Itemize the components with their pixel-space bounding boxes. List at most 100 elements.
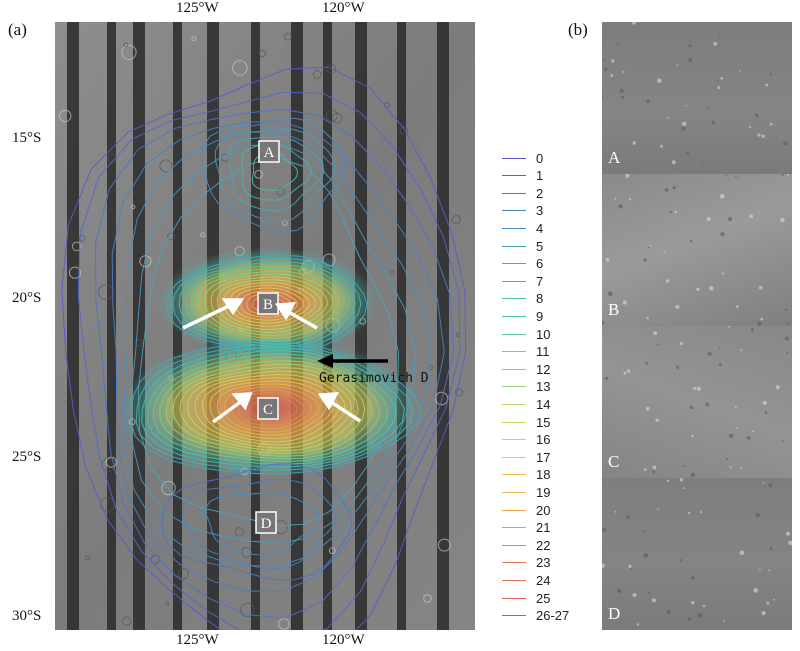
region-label-a: A — [264, 145, 275, 161]
surface-speckle — [669, 210, 672, 214]
surface-speckle — [760, 317, 764, 321]
surface-speckle — [643, 530, 646, 533]
surface-speckle — [671, 160, 676, 165]
contour-line — [161, 463, 353, 581]
surface-speckle — [689, 239, 693, 243]
crater — [232, 60, 248, 76]
surface-speckle — [648, 246, 650, 249]
contour-line — [130, 341, 422, 475]
legend-swatch — [502, 210, 526, 212]
legend-swatch — [502, 439, 526, 441]
region-box-a: A — [258, 140, 280, 163]
arrow-b-left-head — [221, 298, 245, 316]
surface-speckle — [618, 204, 623, 209]
surface-speckle — [720, 232, 725, 237]
surface-speckle — [602, 320, 605, 325]
contour-line — [204, 273, 334, 337]
legend-label: 5 — [536, 238, 544, 254]
surface-speckle — [729, 466, 732, 469]
crater — [139, 255, 152, 268]
surface-speckle — [749, 126, 752, 129]
crater — [437, 538, 451, 552]
surface-speckle — [734, 175, 737, 178]
legend-swatch — [502, 351, 526, 353]
surface-speckle — [603, 67, 608, 71]
legend-item: 15 — [502, 414, 551, 430]
legend-item: 17 — [502, 450, 550, 465]
contour-line — [216, 279, 323, 330]
contour-map: A B C D Gerasimovich D — [55, 22, 475, 630]
surface-speckle — [672, 186, 676, 190]
legend-label: 21 — [536, 520, 551, 536]
surface-speckle — [682, 487, 685, 490]
contour-line — [228, 136, 325, 212]
surface-speckle — [718, 346, 721, 349]
contour-line — [204, 492, 320, 556]
surface-speckle — [602, 563, 605, 568]
legend-swatch — [502, 509, 526, 511]
contour-line — [178, 261, 356, 348]
surface-speckle — [622, 70, 625, 73]
lat-tick-30s: 30°S — [12, 608, 42, 624]
surface-speckle — [696, 386, 701, 391]
legend-swatch — [502, 298, 526, 300]
surface-speckle — [646, 99, 650, 104]
surface-speckle — [663, 250, 666, 253]
surface-speckle — [643, 258, 647, 262]
surface-speckle — [717, 79, 719, 82]
surface-speckle — [626, 369, 631, 373]
legend-item: 10 — [502, 327, 550, 342]
surface-speckle — [630, 567, 633, 570]
surface-speckle — [738, 69, 741, 72]
surface-speckle — [757, 133, 761, 137]
surface-speckle — [705, 402, 710, 407]
crater — [454, 388, 463, 397]
surface-speckle — [690, 472, 696, 478]
strip-label-d: D — [608, 604, 621, 623]
legend-label: 15 — [536, 414, 551, 430]
legend-label: 2 — [536, 185, 544, 201]
crater — [68, 266, 82, 279]
surface-speckle — [645, 362, 648, 365]
close-up-panel: A B C D — [602, 22, 792, 630]
surface-speckle — [679, 478, 684, 482]
crater — [241, 546, 253, 558]
legend-item: 2 — [502, 185, 544, 201]
crater — [105, 456, 117, 468]
legend-label: 14 — [536, 396, 551, 412]
surface-speckle — [652, 465, 657, 470]
crater — [121, 44, 137, 60]
surface-speckle — [691, 576, 695, 580]
legend-item: 8 — [502, 291, 543, 306]
legend-swatch — [502, 192, 526, 194]
crater — [326, 63, 337, 74]
contour-line — [61, 66, 467, 630]
surface-speckle — [620, 96, 624, 99]
legend-label: 20 — [536, 502, 551, 518]
legend-swatch — [502, 579, 526, 581]
region-box-b: B — [257, 292, 279, 315]
strip-texture-a — [602, 22, 788, 167]
legend-label: 25 — [536, 590, 551, 606]
surface-speckle — [647, 591, 650, 594]
surface-speckle — [711, 120, 715, 125]
contour-line — [194, 373, 346, 446]
legend-swatch — [502, 245, 526, 247]
surface-speckle — [603, 58, 606, 61]
surface-speckle — [720, 77, 724, 80]
image-stripe — [107, 22, 116, 630]
surface-speckle — [728, 216, 733, 222]
contour-line — [251, 151, 299, 191]
contour-line — [77, 91, 461, 630]
contour-line — [216, 383, 327, 436]
strip-label-a: A — [608, 148, 621, 167]
legend-item: 20 — [502, 502, 551, 518]
contour-line — [172, 363, 366, 455]
surface-speckle — [721, 272, 725, 275]
surface-speckle — [707, 351, 712, 356]
lat-tick-15s: 15°S — [12, 130, 42, 146]
contour-line — [141, 346, 405, 468]
legend-item: 5 — [502, 238, 544, 254]
lon-tick-bottom-125w: 125°W — [176, 632, 219, 648]
legend-swatch — [502, 421, 526, 423]
